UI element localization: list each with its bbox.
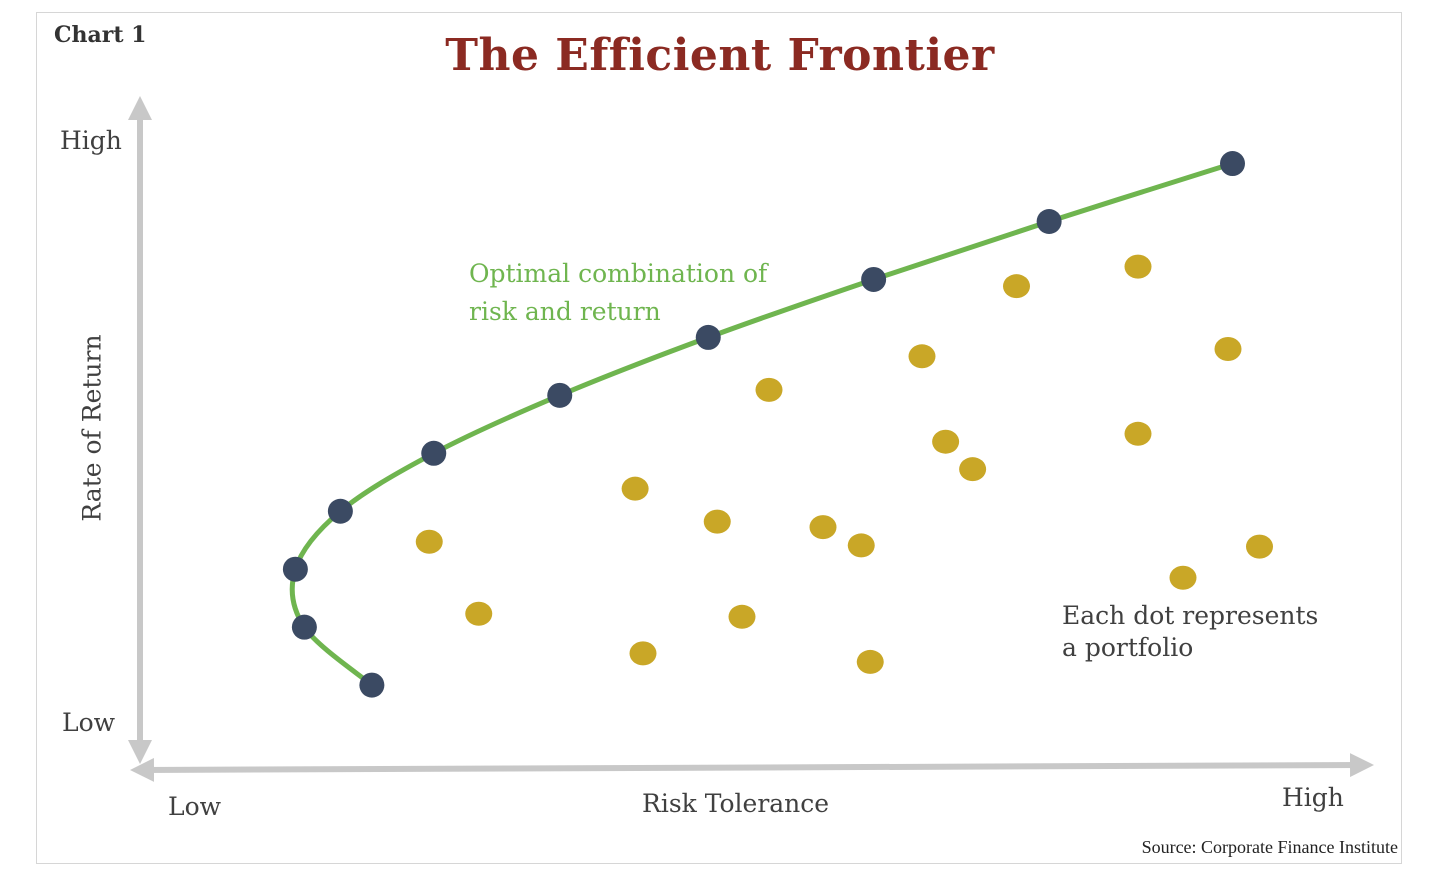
portfolio-dot — [1124, 421, 1152, 446]
chart-number-label: Chart 1 — [54, 22, 147, 48]
frontier-annotation-line-1: Optimal combination of — [469, 259, 768, 288]
portfolio-dot — [809, 515, 837, 540]
portfolio-dot — [703, 509, 731, 534]
y-tick-label-high: High — [60, 126, 122, 155]
x-tick-label-high: High — [1282, 783, 1344, 812]
frontier-point — [1036, 209, 1062, 234]
frontier-point — [421, 440, 447, 466]
portfolio-dot — [1124, 254, 1152, 279]
portfolio-annotation: Each dot represents a portfolio — [1062, 600, 1318, 664]
portfolio-annotation-line-2: a portfolio — [1062, 633, 1194, 662]
portfolio-dot — [415, 529, 443, 554]
frontier-point — [291, 614, 317, 640]
portfolio-dot — [629, 641, 657, 666]
x-tick-label-low: Low — [168, 792, 222, 821]
portfolio-dot — [847, 533, 875, 558]
frontier-point — [861, 266, 887, 292]
frontier-point — [1220, 151, 1245, 177]
y-axis-label: Rate of Return — [77, 334, 107, 522]
frontier-point — [327, 498, 353, 524]
y-tick-label-low: Low — [62, 708, 116, 737]
frontier-point — [547, 382, 573, 408]
portfolio-dot — [1246, 534, 1273, 559]
frontier-annotation-line-2: risk and return — [469, 297, 661, 326]
portfolio-dot — [1003, 274, 1030, 299]
chart-frame — [36, 12, 1402, 864]
source-note: Source: Corporate Finance Institute — [1141, 837, 1398, 857]
portfolio-dot — [1214, 336, 1242, 361]
portfolio-dot — [621, 476, 649, 501]
frontier-point — [695, 324, 721, 350]
portfolio-dot — [465, 601, 493, 626]
x-axis-label: Risk Tolerance — [642, 789, 830, 818]
x-axis-arrow — [130, 753, 1374, 782]
portfolio-dot — [932, 429, 960, 454]
frontier-point — [282, 556, 308, 582]
portfolio-dot — [755, 377, 783, 402]
portfolio-dot — [959, 457, 987, 482]
portfolio-dot — [856, 649, 884, 674]
frontier-point — [359, 672, 385, 698]
frontier-points — [282, 151, 1245, 698]
portfolio-annotation-line-1: Each dot represents — [1062, 601, 1319, 630]
chart-title: The Efficient Frontier — [445, 30, 995, 81]
portfolio-dot — [1169, 565, 1197, 590]
portfolio-dot — [728, 604, 756, 629]
portfolio-dot — [908, 344, 936, 369]
frontier-annotation: Optimal combination of risk and return — [469, 255, 767, 331]
portfolio-dots — [415, 254, 1273, 674]
